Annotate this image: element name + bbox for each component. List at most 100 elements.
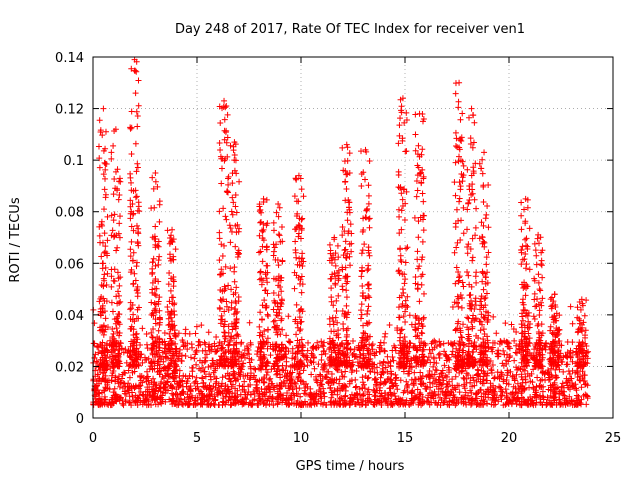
- data-point: [287, 380, 294, 387]
- data-point: [241, 387, 248, 394]
- data-point: [484, 269, 491, 276]
- data-point: [471, 119, 478, 126]
- data-point: [519, 313, 526, 320]
- data-point: [268, 398, 275, 405]
- data-point: [278, 223, 285, 230]
- data-point: [179, 383, 186, 390]
- data-point: [365, 192, 372, 199]
- data-point: [270, 402, 277, 409]
- data-point: [460, 394, 467, 401]
- data-point: [310, 345, 317, 352]
- data-point: [321, 361, 328, 368]
- data-point: [464, 314, 471, 321]
- data-point: [260, 379, 267, 386]
- data-point: [164, 387, 171, 394]
- data-point: [116, 178, 123, 185]
- data-point: [111, 211, 118, 218]
- data-point: [285, 338, 292, 345]
- data-point: [310, 359, 317, 366]
- data-point: [358, 182, 365, 189]
- data-point: [120, 402, 127, 409]
- data-point: [376, 387, 383, 394]
- data-point: [518, 343, 525, 350]
- data-point: [104, 237, 111, 244]
- data-point: [396, 314, 403, 321]
- data-point: [461, 385, 468, 392]
- data-point: [560, 368, 567, 375]
- data-point: [99, 348, 106, 355]
- data-point: [412, 274, 419, 281]
- data-point: [569, 402, 576, 409]
- data-point: [191, 355, 198, 362]
- data-point: [257, 269, 264, 276]
- data-point: [125, 367, 132, 374]
- data-point: [108, 212, 115, 219]
- data-point: [452, 142, 459, 149]
- data-point: [241, 378, 248, 385]
- data-point: [381, 339, 388, 346]
- data-point: [276, 232, 283, 239]
- data-point: [491, 375, 498, 382]
- data-point: [178, 358, 185, 365]
- data-point: [222, 104, 229, 111]
- data-point: [150, 383, 157, 390]
- data-point: [545, 386, 552, 393]
- data-point: [512, 390, 519, 397]
- data-point: [220, 388, 227, 395]
- data-point: [338, 369, 345, 376]
- data-point: [283, 373, 290, 380]
- data-point: [144, 388, 151, 395]
- data-point: [108, 155, 115, 162]
- data-point: [359, 282, 366, 289]
- data-point: [169, 226, 176, 233]
- data-point: [456, 79, 463, 86]
- data-point: [455, 104, 462, 111]
- data-point: [518, 261, 525, 268]
- data-point: [447, 388, 454, 395]
- data-point: [134, 112, 141, 119]
- data-point: [427, 350, 434, 357]
- data-point: [400, 313, 407, 320]
- data-point: [227, 378, 234, 385]
- data-point: [371, 401, 378, 408]
- data-point: [584, 382, 591, 389]
- data-point: [352, 384, 359, 391]
- data-point: [416, 298, 423, 305]
- data-point: [228, 208, 235, 215]
- data-point: [454, 396, 461, 403]
- data-point: [205, 386, 212, 393]
- data-point: [308, 371, 315, 378]
- data-point: [172, 340, 179, 347]
- data-point: [526, 225, 533, 232]
- data-point: [479, 170, 486, 177]
- data-point: [208, 348, 215, 355]
- data-point: [161, 338, 168, 345]
- data-point: [169, 390, 176, 397]
- data-point: [244, 345, 251, 352]
- data-point: [376, 397, 383, 404]
- data-point: [285, 313, 292, 320]
- data-point: [98, 221, 105, 228]
- data-point: [568, 397, 575, 404]
- data-point: [222, 382, 229, 389]
- data-point: [109, 325, 116, 332]
- data-point: [247, 401, 254, 408]
- data-point: [469, 257, 476, 264]
- data-point: [236, 382, 243, 389]
- data-point: [365, 266, 372, 273]
- data-point: [92, 399, 99, 406]
- data-point: [165, 373, 172, 380]
- data-point: [564, 382, 571, 389]
- data-point: [242, 391, 249, 398]
- y-tick-label: 0.1: [63, 154, 84, 169]
- data-point: [280, 392, 287, 399]
- data-point: [171, 370, 178, 377]
- data-point: [301, 390, 308, 397]
- data-point: [395, 168, 402, 175]
- data-point: [406, 312, 413, 319]
- data-point: [257, 219, 264, 226]
- data-point: [327, 399, 334, 406]
- data-point: [456, 198, 463, 205]
- data-point: [153, 385, 160, 392]
- data-point: [436, 381, 443, 388]
